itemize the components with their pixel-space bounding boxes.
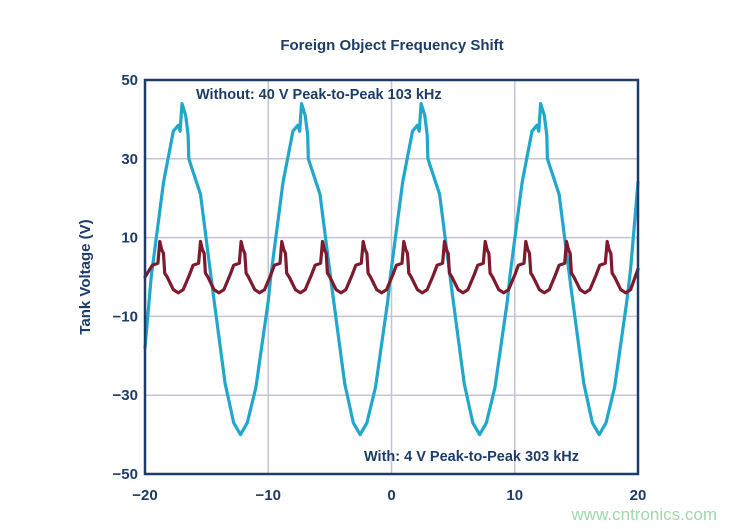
plot-frame (143, 78, 640, 476)
series-line-2 (143, 239, 640, 295)
tick-labels: −20 −10 0 10 20 50 30 10 −10 −30 −50 (113, 72, 647, 504)
y-tick-label: −10 (113, 308, 138, 325)
x-tick-label: −10 (256, 487, 281, 504)
x-tick-label: 20 (630, 487, 647, 504)
y-tick-label: −30 (113, 387, 138, 404)
series-group (143, 101, 640, 437)
x-tick-label: 10 (506, 487, 523, 504)
annotation-without: Without: 40 V Peak-to-Peak 103 kHz (196, 87, 442, 103)
y-axis-label: Tank Voltage (V) (77, 219, 94, 334)
x-tick-label: 0 (387, 487, 395, 504)
y-tick-label: 50 (121, 72, 138, 89)
y-tick-label: 10 (121, 230, 138, 247)
chart-title: Foreign Object Frequency Shift (280, 37, 503, 54)
y-tick-label: −50 (113, 466, 138, 483)
watermark: www.cntronics.com (571, 505, 717, 524)
x-tick-label: −20 (132, 487, 157, 504)
y-tick-label: 30 (121, 151, 138, 168)
annotation-with: With: 4 V Peak-to-Peak 303 kHz (364, 449, 579, 465)
